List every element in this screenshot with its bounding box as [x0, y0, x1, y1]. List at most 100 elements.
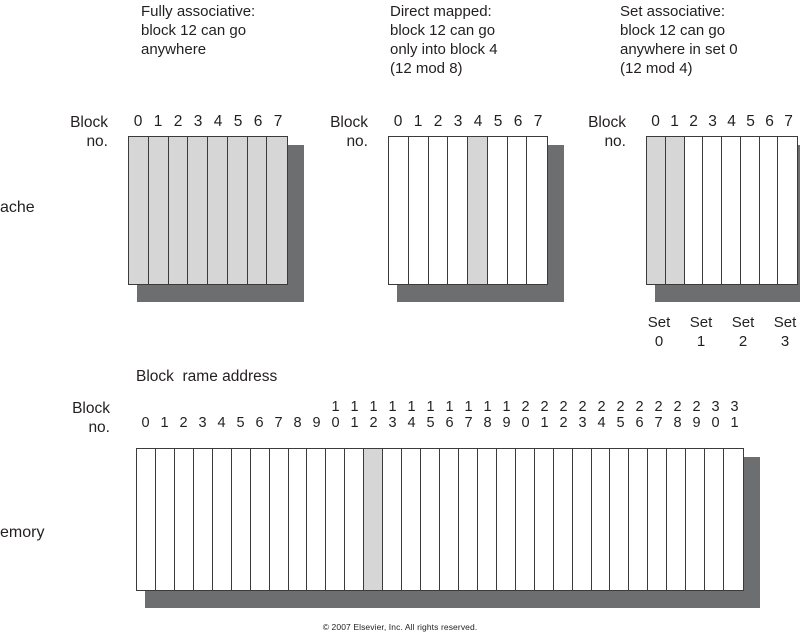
memory-block-number-ones: 5: [616, 415, 625, 431]
memory-block-number-ones: 5: [236, 415, 245, 431]
memory-block: [364, 449, 384, 590]
cache-block: [740, 137, 760, 284]
set-labels: Set 0 Set 1 Set 2 Set 3: [638, 313, 800, 351]
memory-block: [193, 449, 213, 590]
block-no-line2: no.: [346, 133, 368, 150]
set-label-line2: 2: [738, 333, 748, 350]
memory-block-number-ones: 4: [597, 415, 606, 431]
cache-block: [665, 137, 685, 284]
cache-block: [507, 137, 528, 284]
memory-block-number-tens: [231, 399, 250, 415]
memory-block-number-tens: 1: [388, 399, 397, 415]
cache-block: [408, 137, 429, 284]
memory-block-number-ones: 4: [217, 415, 226, 431]
cache-block: [448, 137, 468, 284]
memory-block: [534, 449, 554, 590]
block-number: 5: [233, 113, 243, 130]
cache-block: [208, 137, 228, 284]
memory-block-number-tens: 2: [578, 399, 587, 415]
block-number: 0: [651, 113, 660, 130]
set-label-line1: Set: [731, 314, 755, 331]
memory-block: [553, 449, 573, 590]
memory-block-number-ones: 1: [730, 415, 739, 431]
block-no-label-direct-mapped: Block no.: [300, 113, 368, 151]
memory-block-number-tens: [155, 399, 174, 415]
memory-block: [155, 449, 175, 590]
cache-block: [722, 137, 741, 284]
block-number: 4: [213, 113, 223, 130]
caption-set-associative: Set associative: block 12 can go anywher…: [620, 3, 738, 77]
memory-block-number-ones: 7: [274, 415, 283, 431]
memory-block: [231, 449, 251, 590]
set-label: Set 2: [722, 313, 764, 351]
memory-block-number: 2: [174, 399, 193, 431]
memory-block: [458, 449, 478, 590]
memory-block-number: 4: [212, 399, 231, 431]
memory-block-number-ones: 4: [407, 415, 416, 431]
block-number: 3: [193, 113, 203, 130]
memory-block-number: 7: [269, 399, 288, 431]
cache-block: [703, 137, 722, 284]
memory-block-number: 1: [155, 399, 174, 431]
memory-block: [174, 449, 194, 590]
cache-block: [247, 137, 268, 284]
block-number: 1: [153, 113, 163, 130]
memory-block: [496, 449, 516, 590]
memory-block: [383, 449, 403, 590]
memory-block-number-tens: 3: [711, 399, 720, 415]
cache-block: [647, 137, 666, 284]
cache-set-associative: [646, 136, 800, 302]
memory-block-number-ones: 1: [350, 415, 359, 431]
memory-block: [421, 449, 440, 590]
memory-block-number-tens: 2: [597, 399, 606, 415]
cache-block: [428, 137, 449, 284]
block-number: 0: [133, 113, 143, 130]
memory-block: [515, 449, 535, 590]
block-number: 5: [746, 113, 755, 130]
memory-block-number-ones: 7: [654, 415, 663, 431]
memory-block-number-tens: 2: [521, 399, 530, 415]
cache-block: [267, 137, 287, 284]
memory-block-number-tens: 2: [635, 399, 644, 415]
set-label: Set 0: [638, 313, 680, 351]
block-no-line2: no.: [604, 133, 626, 150]
memory-block-number-ones: 6: [445, 415, 454, 431]
memory-block: [345, 449, 365, 590]
block-number: 0: [393, 113, 403, 130]
memory-block-number-ones: 9: [312, 415, 321, 431]
memory-block-number-ones: 6: [635, 415, 644, 431]
block-number: 7: [784, 113, 793, 130]
memory-block-number-tens: 2: [692, 399, 701, 415]
block-no-label-set-associative: Block no.: [558, 113, 626, 151]
memory-block-number-ones: 5: [426, 415, 435, 431]
memory-block: [477, 449, 497, 590]
memory-block-number-tens: 1: [426, 399, 435, 415]
memory-block-number-tens: [288, 399, 307, 415]
memory-block-number-tens: 1: [464, 399, 473, 415]
block-number: 6: [765, 113, 774, 130]
set-label-line1: Set: [689, 314, 713, 331]
block-frame-address-label: Block rame address: [136, 368, 278, 385]
memory-block-number: 3: [193, 399, 212, 431]
memory-block: [591, 449, 611, 590]
memory-block-number: 0: [136, 399, 155, 431]
memory-block: [667, 449, 687, 590]
block-no-line1: Block: [588, 114, 626, 131]
memory-block-number-ones: 2: [559, 415, 568, 431]
memory-block-number-tens: 2: [540, 399, 549, 415]
memory-block: [572, 449, 592, 590]
memory-block: [440, 449, 459, 590]
set-label-line2: 3: [780, 333, 790, 350]
memory-block-number-tens: 2: [559, 399, 568, 415]
block-no-label-memory: Block no.: [42, 399, 110, 437]
memory-block: [212, 449, 232, 590]
memory-block-number-tens: [307, 399, 326, 415]
